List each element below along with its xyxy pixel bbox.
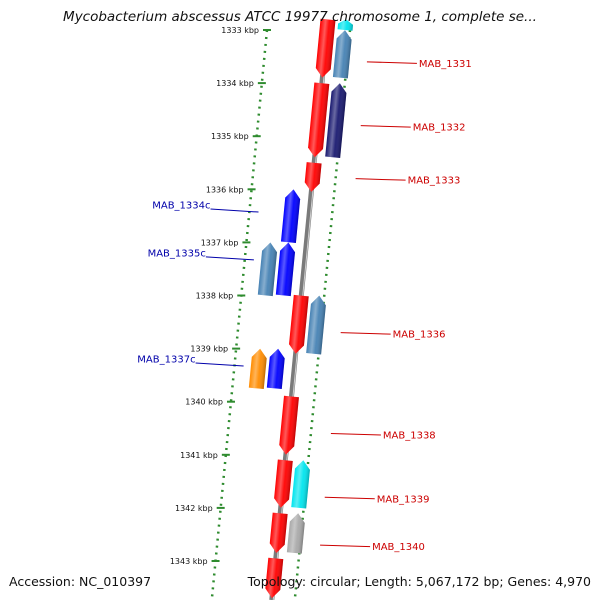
gene-arrow-shade <box>269 512 288 553</box>
gene-arrow[interactable] <box>337 19 354 31</box>
gene-features[interactable] <box>248 18 354 599</box>
gene-arrow[interactable] <box>275 242 296 297</box>
gene-arrow-shade <box>315 18 336 78</box>
scale-label: 1342 kbp <box>175 504 213 513</box>
gene-arrow-shade <box>332 30 352 79</box>
gene-label-mab_1331[interactable]: MAB_1331 <box>366 59 472 70</box>
gene-name: MAB_1338 <box>383 431 436 442</box>
leader-line <box>366 61 417 64</box>
gene-name: MAB_1333 <box>408 176 461 187</box>
gene-arrow[interactable] <box>291 459 311 509</box>
gene-arrow[interactable] <box>264 557 284 599</box>
gene-label-mab_1338[interactable]: MAB_1338 <box>330 431 436 442</box>
gene-arrow[interactable] <box>332 29 353 79</box>
gene-arrow-shade <box>289 294 309 354</box>
accession-text: Accession: NC_010397 <box>9 574 152 589</box>
gene-arrow-shade <box>266 348 285 390</box>
leader-line <box>330 433 381 436</box>
leader-line <box>340 332 391 335</box>
leader-line <box>355 178 406 181</box>
gene-arrow-shade <box>291 460 310 509</box>
gene-arrow[interactable] <box>273 459 293 508</box>
gene-arrow-shade <box>337 19 354 31</box>
gene-name: MAB_1331 <box>419 59 472 70</box>
gene-label-mab_1333[interactable]: MAB_1333 <box>355 176 461 187</box>
scale-label: 1338 kbp <box>196 292 234 301</box>
gene-name: MAB_1340 <box>372 542 425 553</box>
gene-arrow[interactable] <box>325 83 347 158</box>
gene-arrow[interactable] <box>315 18 336 79</box>
gene-name: MAB_1335c <box>148 248 206 259</box>
scale-label: 1340 kbp <box>185 398 223 407</box>
gene-name: MAB_1334c <box>152 201 210 212</box>
scale-label: 1336 kbp <box>206 185 244 194</box>
leader-line <box>205 256 254 261</box>
gene-arrow-shade <box>279 395 299 455</box>
gene-arrow-shade <box>275 242 296 297</box>
leader-line <box>195 362 244 367</box>
scale-label: 1339 kbp <box>190 345 228 354</box>
gene-name: MAB_1339 <box>377 494 430 505</box>
scale-label: 1334 kbp <box>216 79 254 88</box>
gene-label-mab_1332[interactable]: MAB_1332 <box>360 123 466 134</box>
gene-arrow-shade <box>274 459 293 508</box>
gene-label-mab_1337c[interactable]: MAB_1337c <box>137 355 244 367</box>
gene-arrow-shade <box>286 513 305 554</box>
scale-label: 1337 kbp <box>201 238 239 247</box>
gene-arrow-shade <box>280 189 301 243</box>
gene-arrow-shade <box>304 162 322 192</box>
gene-arrow-shade <box>308 82 330 158</box>
leader-line <box>360 125 411 128</box>
scale-track-left <box>210 29 269 600</box>
gene-label-mab_1335c[interactable]: MAB_1335c <box>148 248 254 261</box>
leader-line <box>210 208 259 213</box>
gene-arrow-shade <box>325 83 347 158</box>
gene-label-mab_1339[interactable]: MAB_1339 <box>324 494 430 505</box>
scale-label: 1341 kbp <box>180 451 218 460</box>
gene-arrow[interactable] <box>266 348 286 390</box>
gene-name: MAB_1332 <box>413 123 466 134</box>
leader-line <box>320 544 371 548</box>
gene-label-mab_1334c[interactable]: MAB_1334c <box>152 201 259 213</box>
leader-line <box>324 496 375 500</box>
gene-label-mab_1336[interactable]: MAB_1336 <box>340 330 446 341</box>
gene-arrow-shade <box>306 295 326 355</box>
gene-arrow[interactable] <box>304 162 322 193</box>
gene-arrow-shade <box>257 242 278 297</box>
gene-labels[interactable]: MAB_1331 MAB_1332 MAB_1333 MAB_1336 MAB_1338… <box>137 59 471 553</box>
gene-arrow-shade <box>248 348 267 390</box>
gene-arrow[interactable] <box>286 513 306 554</box>
gene-arrow[interactable] <box>257 242 278 297</box>
gene-arrow[interactable] <box>248 348 268 390</box>
gene-arrow[interactable] <box>306 295 327 355</box>
gene-arrow[interactable] <box>269 512 288 554</box>
gene-name: MAB_1336 <box>393 330 446 341</box>
genome-summary-text: Topology: circular; Length: 5,067,172 bp… <box>247 574 591 589</box>
gene-arrow[interactable] <box>278 395 299 456</box>
gene-arrow-shade <box>265 557 284 599</box>
gene-arrow[interactable] <box>280 189 301 243</box>
gene-name: MAB_1337c <box>137 355 195 366</box>
scale-label: 1335 kbp <box>211 132 249 141</box>
gene-arrow[interactable] <box>307 82 330 158</box>
scale-label: 1333 kbp <box>221 26 259 35</box>
gene-arrow[interactable] <box>288 294 309 355</box>
gene-label-mab_1340[interactable]: MAB_1340 <box>320 542 425 553</box>
map-title: Mycobacterium abscessus ATCC 19977 chrom… <box>63 9 537 25</box>
scale-label: 1343 kbp <box>170 557 208 566</box>
